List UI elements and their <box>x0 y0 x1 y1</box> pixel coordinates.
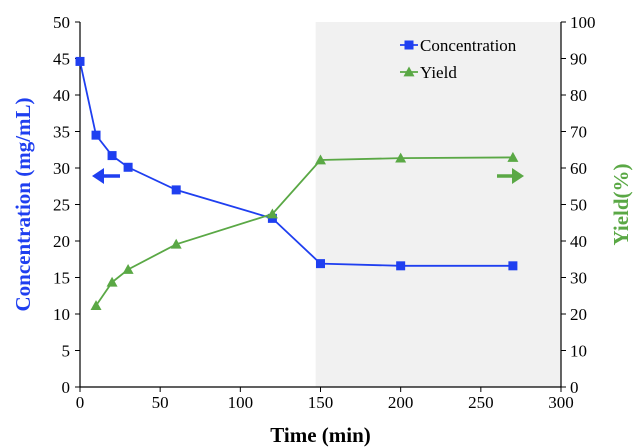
y-right-tick-label: 20 <box>570 305 587 324</box>
y-left-tick-label: 50 <box>53 13 70 32</box>
yield-point <box>395 152 407 163</box>
yield-point <box>106 276 118 287</box>
x-tick-label: 50 <box>152 393 169 412</box>
y-left-tick-label: 30 <box>53 159 70 178</box>
x-tick-label: 0 <box>76 393 85 412</box>
yield-point <box>90 300 102 311</box>
y-left-tick-label: 25 <box>53 196 70 215</box>
y-right-tick-label: 10 <box>570 342 587 361</box>
concentration-point <box>75 56 85 66</box>
y-right-tick-label: 50 <box>570 196 587 215</box>
concentration-point <box>91 130 101 140</box>
concentration-point <box>171 185 181 195</box>
yield-point <box>170 238 182 249</box>
y-left-tick-label: 15 <box>53 269 70 288</box>
series-line-yield <box>95 156 513 307</box>
y-left-tick-label: 35 <box>53 123 70 142</box>
yield-point <box>315 154 326 165</box>
x-axis-title: Time (min) <box>270 423 371 447</box>
y-right-tick-label: 60 <box>570 159 587 178</box>
y-left-tick-label: 45 <box>53 50 70 69</box>
y-left-tick-label: 0 <box>62 378 71 397</box>
legend-concentration-marker <box>404 40 414 50</box>
y-left-tick-label: 40 <box>53 86 70 105</box>
y-right-axis-title: Yield(%) <box>609 163 633 245</box>
x-tick-label: 250 <box>468 393 494 412</box>
yield-point <box>266 208 278 219</box>
y-right-tick-label: 100 <box>570 13 596 32</box>
y-right-tick-label: 40 <box>570 232 587 251</box>
x-tick-label: 100 <box>228 393 254 412</box>
legend-yield-label: Yield <box>420 63 457 82</box>
concentration-point <box>123 162 133 172</box>
right-axis-arrow-icon <box>497 168 524 184</box>
y-right-tick-label: 0 <box>570 378 579 397</box>
concentration-point <box>107 151 117 161</box>
concentration-point <box>508 261 518 271</box>
y-right-tick-label: 30 <box>570 269 587 288</box>
x-tick-label: 150 <box>308 393 334 412</box>
concentration-point <box>316 259 325 269</box>
left-axis-arrow-icon <box>92 168 120 184</box>
x-tick-label: 300 <box>548 393 574 412</box>
y-right-tick-label: 90 <box>570 50 587 69</box>
x-tick-label: 200 <box>388 393 414 412</box>
yield-point <box>122 263 134 274</box>
y-left-tick-label: 10 <box>53 305 70 324</box>
legend-concentration-label: Concentration <box>420 36 517 55</box>
y-left-axis-title: Concentration (mg/mL) <box>11 97 35 311</box>
legend-yield-marker <box>403 66 415 77</box>
y-right-tick-label: 70 <box>570 123 587 142</box>
yield-point <box>507 151 519 162</box>
concentration-point <box>396 261 406 271</box>
y-left-tick-label: 5 <box>62 342 71 361</box>
y-left-tick-label: 20 <box>53 232 70 251</box>
shaded-region <box>315 22 561 387</box>
y-right-tick-label: 80 <box>570 86 587 105</box>
